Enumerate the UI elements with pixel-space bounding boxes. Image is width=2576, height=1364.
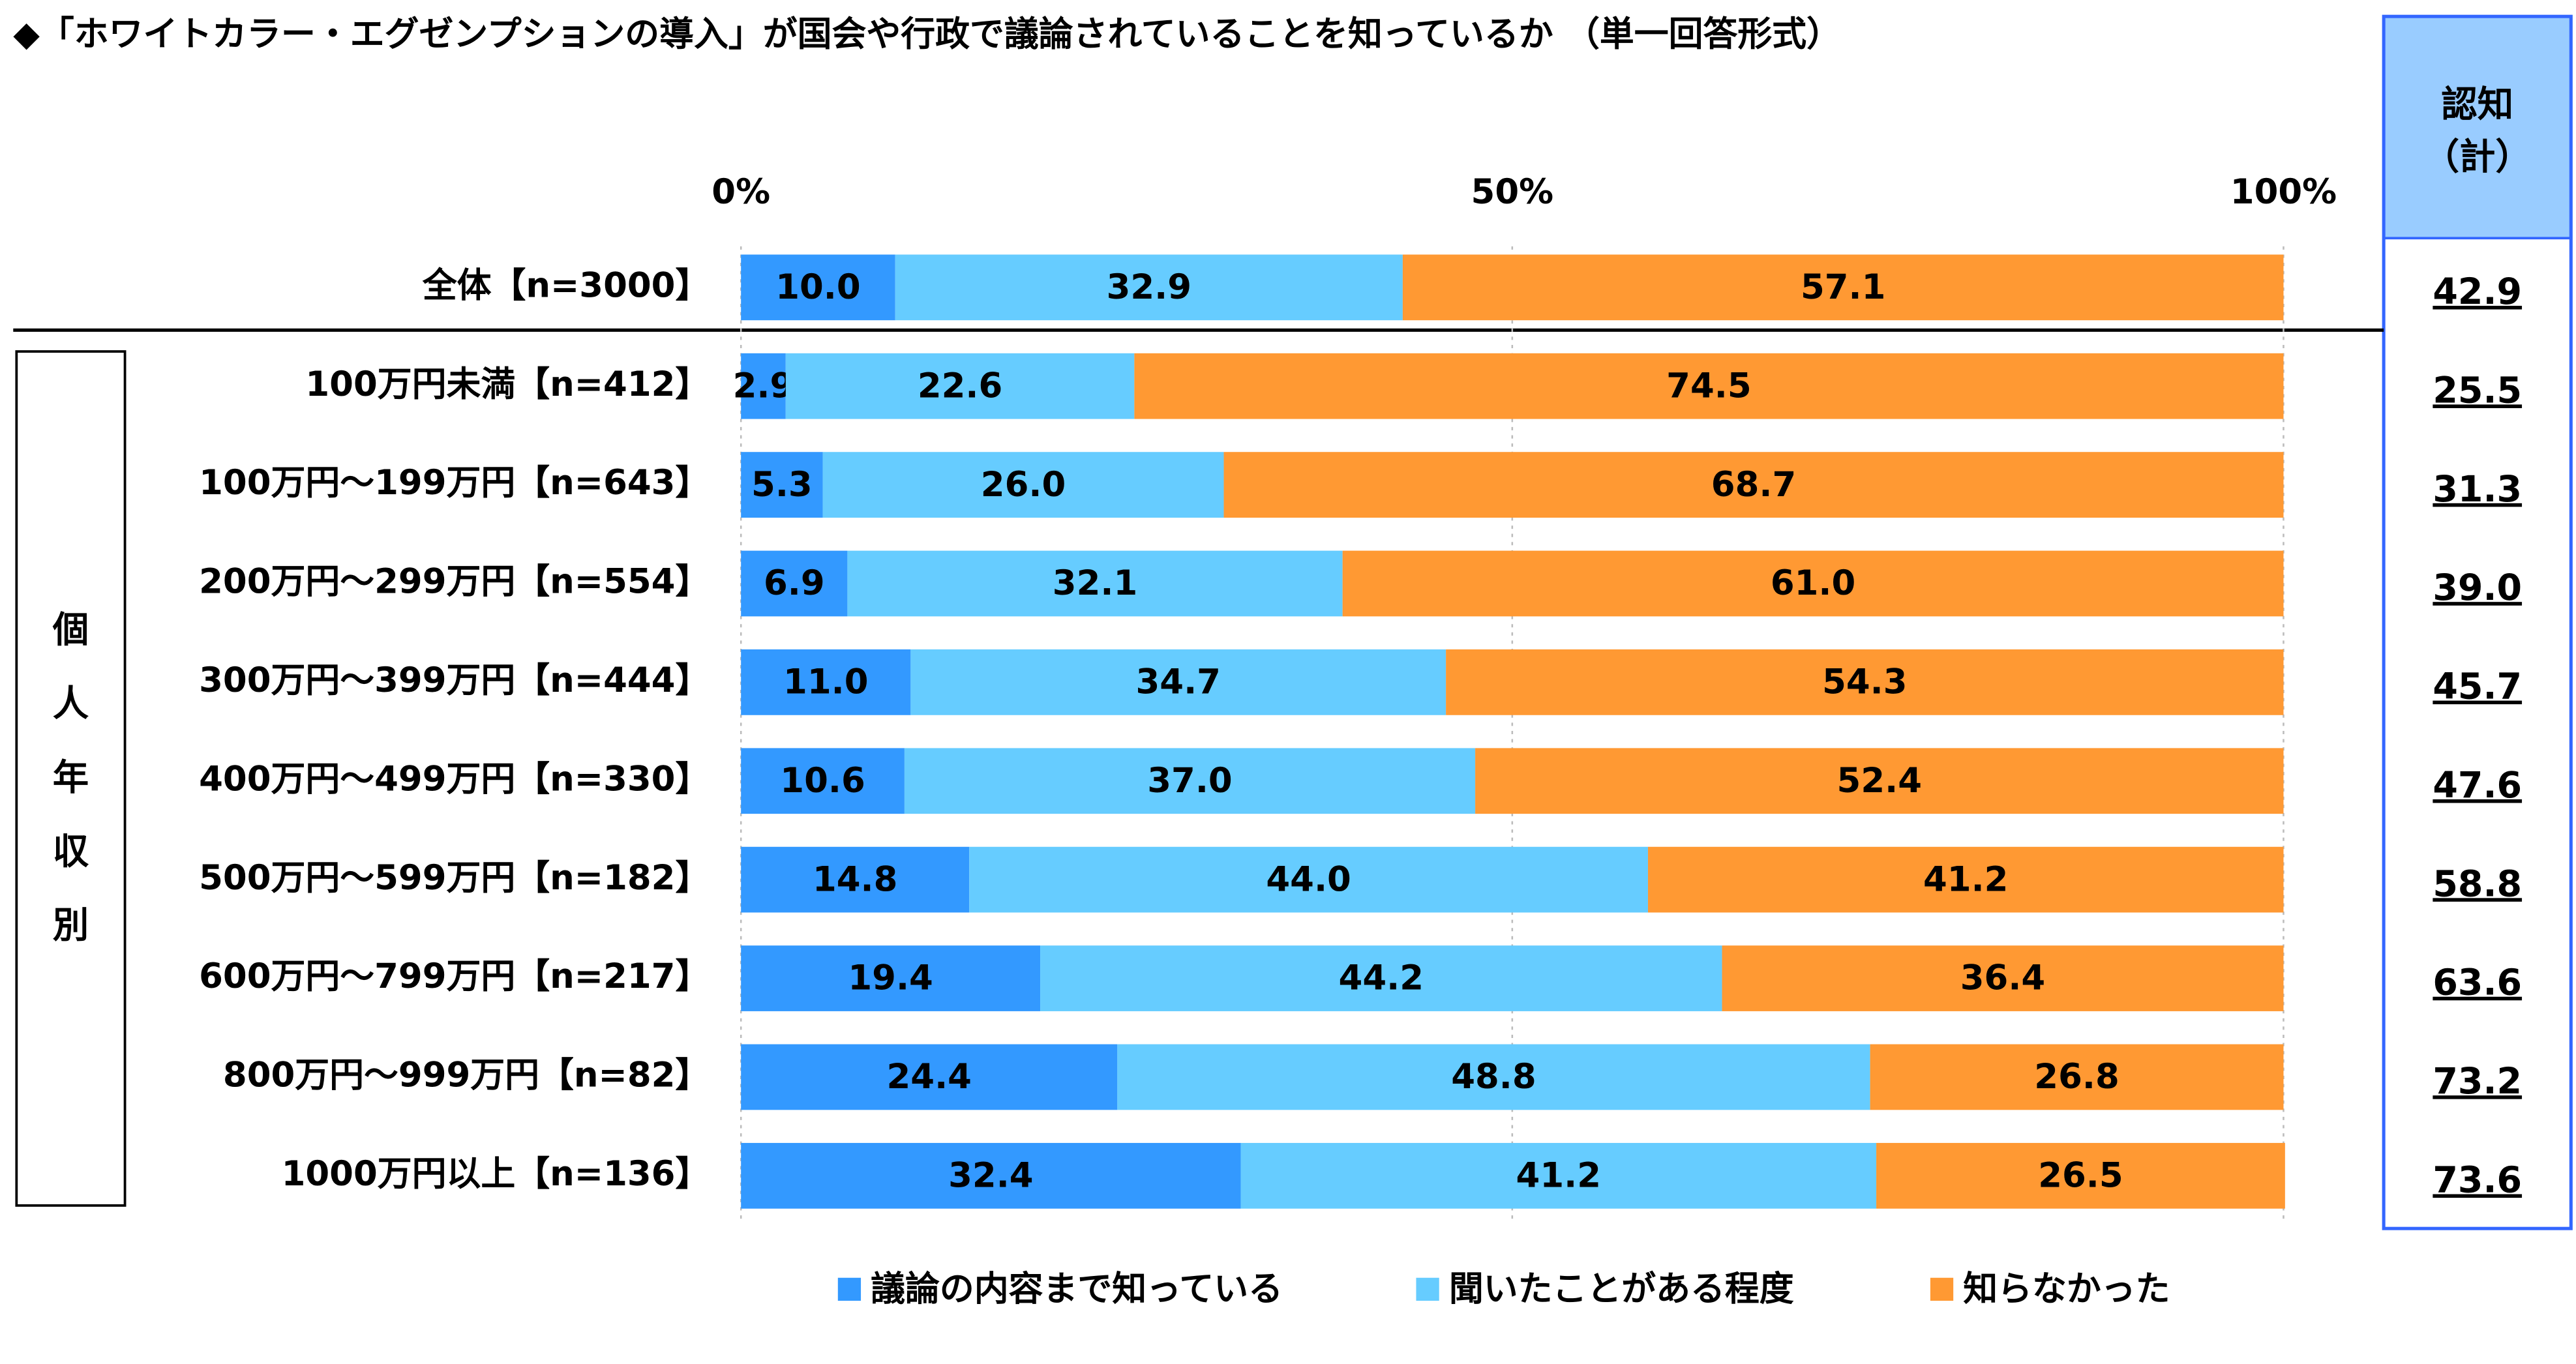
value-label: 32.9 [1107,267,1191,307]
total-value: 63.6 [2433,962,2522,1004]
value-label: 41.2 [1923,859,2008,899]
value-label: 26.0 [981,465,1066,505]
value-label: 14.8 [813,859,897,899]
value-label: 48.8 [1451,1057,1536,1097]
value-label: 44.2 [1339,958,1424,998]
total-value: 25.5 [2433,370,2522,411]
legend-swatch [837,1277,861,1301]
value-label: 57.1 [1801,267,1885,307]
bar-segment [741,945,1041,1011]
bar-segment [1402,254,2284,321]
total-value: 42.9 [2433,271,2522,313]
category-label: 400万円～499万円【n=330】 [199,759,710,799]
value-label: 44.0 [1266,859,1351,899]
total-value: 31.3 [2433,469,2522,511]
bar-segment [1117,1044,1870,1110]
value-label: 10.6 [780,761,865,801]
value-label: 24.4 [887,1057,972,1097]
total-header-bg [2384,16,2571,239]
category-label: 100万円～199万円【n=643】 [199,463,710,503]
legend-swatch [1930,1277,1954,1301]
value-label: 68.7 [1711,465,1796,505]
bar-segment [1134,353,2284,419]
bar-segment [741,1142,1241,1209]
x-tick-label: 100% [2230,172,2337,212]
bar-segment [1870,1044,2284,1110]
legend-label: 知らなかった [1963,1269,2170,1309]
bar-segment [910,649,1446,715]
value-label: 36.4 [1960,958,2045,998]
value-label: 54.3 [1822,662,1907,702]
bar-segment [822,452,1224,518]
value-label: 19.4 [848,958,933,998]
total-value: 45.7 [2433,666,2522,708]
legend-label: 聞いたことがある程度 [1449,1269,1794,1309]
bar-segment [1342,550,2284,617]
bar-segment [1647,846,2284,913]
total-box [2382,14,2573,1230]
value-label: 26.5 [2038,1155,2123,1195]
bar-segment [1240,1142,1877,1209]
category-label: 800万円～999万円【n=82】 [223,1056,710,1095]
bar-segment [1475,748,2284,814]
total-value: 39.0 [2433,567,2522,609]
bar-segment [1223,452,2284,518]
bar-segment [904,748,1476,814]
x-tick-label: 0% [711,172,770,212]
bar-segment [847,550,1343,617]
category-label: 全体【n=3000】 [422,265,710,305]
group-label: 個人年収別 [52,610,89,947]
chart-title: ◆「ホワイトカラー・エグゼンプションの導入」が国会や行政で議論されていることを知… [13,14,1841,54]
legend-swatch [1416,1277,1439,1301]
value-label: 2.9 [733,366,794,406]
bar-segment [741,1044,1118,1110]
value-label: 52.4 [1837,761,1922,801]
value-label: 11.0 [783,662,868,702]
total-value: 47.6 [2433,765,2522,807]
bar-segment [741,649,911,715]
value-label: 26.8 [2034,1057,2119,1097]
category-label: 500万円～599万円【n=182】 [199,858,710,898]
bar-segment [741,452,823,518]
value-label: 5.3 [751,465,813,505]
value-label: 10.0 [775,267,860,307]
total-value: 73.2 [2433,1061,2522,1103]
total-value: 73.6 [2433,1160,2522,1202]
bar-segment [741,550,848,617]
value-label: 22.6 [918,366,1002,406]
bar-segment [1446,649,2284,715]
category-label: 600万円～799万円【n=217】 [199,956,710,996]
bar-segment [741,846,970,913]
bar-segment [1040,945,1722,1011]
category-label: 300万円～399万円【n=444】 [199,660,710,700]
value-label: 37.0 [1147,761,1232,801]
value-label: 74.5 [1666,366,1751,406]
bar-segment [741,254,895,321]
total-value: 58.8 [2433,863,2522,905]
total-header: 認知 [2441,84,2513,126]
bar-segment [1876,1142,2285,1209]
legend-label: 議論の内容まで知っている [871,1269,1283,1309]
bar-segment [969,846,1648,913]
bar-segment [741,353,786,419]
category-label: 100万円未満【n=412】 [305,364,710,404]
category-label: 200万円～299万円【n=554】 [199,562,710,602]
group-box [15,350,127,1207]
bar-segment [741,748,905,814]
total-header: （計） [2423,136,2532,178]
value-label: 61.0 [1771,563,1855,603]
value-label: 6.9 [764,563,825,603]
value-label: 41.2 [1516,1155,1601,1195]
bar-segment [1722,945,2284,1011]
value-label: 32.1 [1053,563,1137,603]
x-tick-label: 50% [1471,172,1554,212]
bar-segment [895,254,1403,321]
bar-segment [785,353,1135,419]
category-label: 1000万円以上【n=136】 [282,1154,710,1194]
value-label: 32.4 [948,1155,1033,1195]
value-label: 34.7 [1136,662,1221,702]
